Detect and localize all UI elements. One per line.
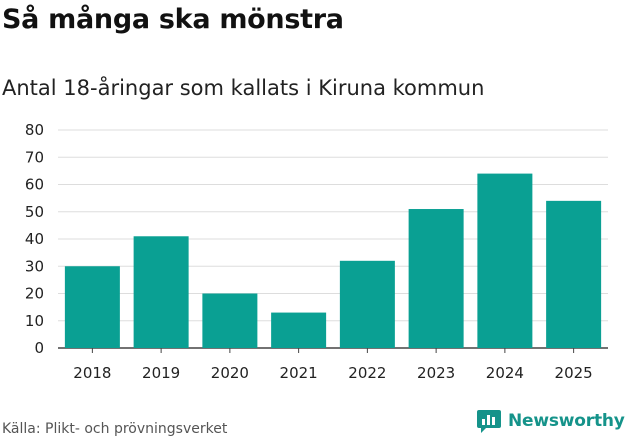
- y-tick-label: 30: [25, 257, 44, 275]
- brand-name: Newsworthy: [508, 411, 625, 431]
- bar-2021: [271, 312, 327, 348]
- axes: 0 10 20 30 40 50 60 70 80 2018 2019 2020 2021 2022 202…: [25, 121, 593, 382]
- x-tick-label: 2019: [142, 364, 180, 382]
- chart-title: Så många ska mönstra: [2, 4, 344, 35]
- x-tick-label: 2020: [211, 364, 249, 382]
- newsworthy-logo-icon: [477, 410, 501, 433]
- bar-2020: [202, 293, 258, 348]
- x-tick-label: 2022: [348, 364, 386, 382]
- y-tick-label: 20: [25, 285, 44, 303]
- bars: [64, 173, 602, 348]
- bar-2019: [133, 236, 189, 348]
- chart-subtitle: Antal 18-åringar som kallats i Kiruna ko…: [2, 76, 485, 100]
- y-tick-label: 70: [25, 148, 44, 166]
- bar-2024: [477, 173, 533, 348]
- y-tick-label: 0: [34, 339, 44, 357]
- bar-2023: [408, 209, 464, 348]
- y-tick-label: 40: [25, 230, 44, 248]
- x-tick-label: 2024: [486, 364, 524, 382]
- brand-logo: Newsworthy: [476, 408, 625, 434]
- source-note: Källa: Plikt- och prövningsverket: [2, 421, 228, 437]
- y-tick-label: 50: [25, 203, 44, 221]
- x-tick-label: 2023: [417, 364, 455, 382]
- bar-2018: [64, 266, 120, 348]
- bar-2022: [339, 260, 395, 348]
- x-tick-label: 2025: [555, 364, 593, 382]
- y-tick-label: 10: [25, 312, 44, 330]
- x-tick-label: 2021: [280, 364, 318, 382]
- y-tick-label: 60: [25, 176, 44, 194]
- bar-2025: [546, 200, 602, 348]
- x-tick-label: 2018: [73, 364, 111, 382]
- y-tick-label: 80: [25, 121, 44, 139]
